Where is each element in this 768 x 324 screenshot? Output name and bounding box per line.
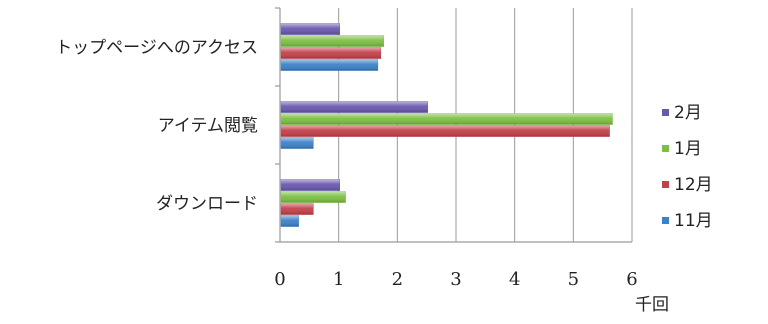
bar-highlight [281, 59, 378, 71]
x-tick-label: 2 [392, 269, 403, 290]
bar-highlight [281, 203, 314, 215]
axis-layer [275, 7, 632, 243]
bar-highlight [281, 23, 340, 35]
legend-entry-label: 12月 [674, 175, 713, 195]
y-category-label: トップページへのアクセス [55, 38, 258, 58]
bar-highlight [281, 113, 613, 125]
legend: 2月 1月 12月 11月 [662, 103, 713, 231]
bar-highlight [281, 125, 610, 137]
legend-swatch [662, 145, 669, 152]
legend-swatch [662, 217, 669, 224]
legend-swatch [662, 181, 669, 188]
x-tick-label: 3 [450, 269, 461, 290]
x-tick-label: 6 [626, 269, 637, 290]
bar-highlight [281, 179, 340, 191]
bar-layer [280, 23, 613, 227]
legend-entry-label: 2月 [674, 103, 702, 123]
grid-layer [338, 8, 633, 242]
bar-highlight [281, 47, 381, 59]
bar-highlight [281, 215, 299, 227]
legend-swatch [662, 109, 669, 116]
y-category-label: アイテム閲覧 [158, 116, 258, 136]
legend-entry-label: 1月 [674, 139, 702, 159]
bar-highlight [281, 137, 314, 149]
x-tick-label: 5 [568, 269, 579, 290]
legend-entry-label: 11月 [674, 211, 713, 231]
x-tick-label: 0 [274, 269, 285, 290]
x-tick-label: 1 [333, 269, 344, 290]
x-tick-label: 4 [509, 269, 520, 290]
bar-highlight [281, 35, 384, 47]
y-category-label: ダウンロード [156, 194, 258, 214]
bar-highlight [281, 191, 346, 203]
bar-highlight [281, 101, 428, 113]
x-axis-unit-label: 千回 [635, 295, 669, 315]
